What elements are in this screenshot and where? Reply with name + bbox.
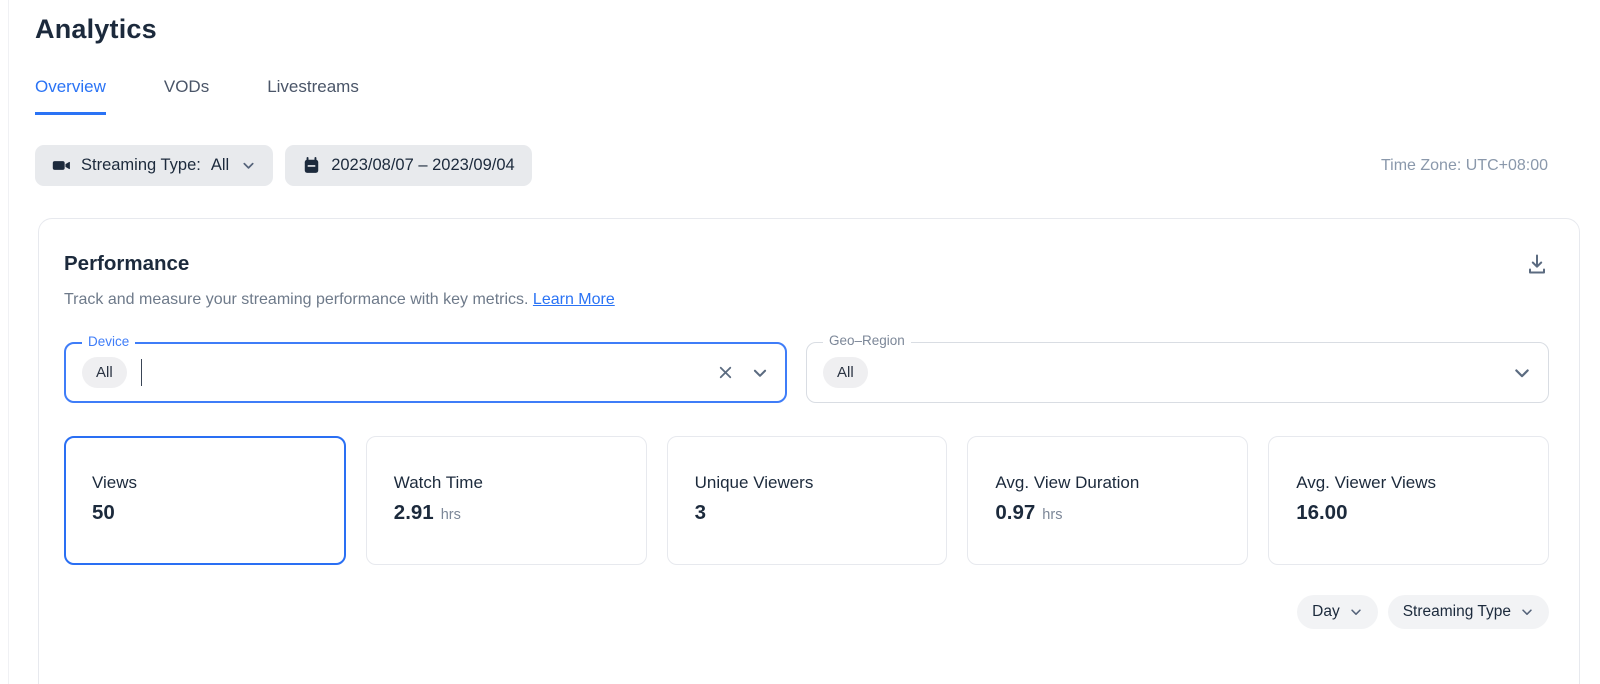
streaming-type-filter[interactable]: Streaming Type: All	[35, 145, 274, 186]
left-edge-divider	[8, 0, 9, 684]
geo-region-field-label: Geo–Region	[823, 333, 911, 348]
metric-card-views[interactable]: Views 50	[64, 436, 346, 565]
performance-subtitle-text: Track and measure your streaming perform…	[64, 291, 529, 308]
chart-controls: Day Streaming Type	[64, 595, 1549, 629]
time-zone-label: Time Zone: UTC+08:00	[1380, 156, 1548, 174]
chevron-down-icon	[241, 158, 256, 173]
tab-livestreams[interactable]: Livestreams	[267, 77, 359, 96]
chevron-down-icon[interactable]	[1512, 363, 1532, 383]
download-button[interactable]	[1525, 252, 1549, 279]
metric-value: 2.91	[393, 501, 434, 524]
calendar-icon	[302, 156, 321, 175]
page-title: Analytics	[35, 14, 157, 44]
streaming-type-dropdown-label: Streaming Type	[1402, 603, 1511, 620]
streaming-type-label: Streaming Type:	[81, 156, 201, 174]
geo-region-selected-tag[interactable]: All	[823, 357, 868, 388]
metric-value: 50	[92, 501, 115, 524]
device-filter-field[interactable]: Device All	[64, 334, 787, 403]
metric-value: 0.97	[995, 501, 1036, 524]
metric-card-avg-viewer-views[interactable]: Avg. Viewer Views 16.00	[1268, 436, 1549, 565]
chevron-down-icon	[1520, 605, 1534, 619]
metric-card-watch-time[interactable]: Watch Time 2.91 hrs	[365, 436, 647, 565]
granularity-dropdown-label: Day	[1312, 603, 1340, 620]
geo-region-filter-field[interactable]: Geo–Region All	[806, 333, 1549, 403]
metric-card-unique-viewers[interactable]: Unique Viewers 3	[666, 436, 948, 565]
metric-cards: Views 50 Watch Time 2.91 hrs Unique View…	[64, 436, 1549, 565]
chevron-down-icon[interactable]	[751, 364, 769, 382]
device-selected-tag[interactable]: All	[82, 357, 127, 388]
performance-card-header: Performance	[64, 252, 1549, 279]
metric-card-avg-view-duration[interactable]: Avg. View Duration 0.97 hrs	[967, 436, 1249, 565]
metric-value: 3	[694, 501, 706, 524]
date-range-value: 2023/08/07 – 2023/09/04	[331, 156, 515, 174]
chevron-down-icon	[1349, 605, 1363, 619]
learn-more-link[interactable]: Learn More	[532, 291, 615, 308]
video-camera-icon	[52, 156, 71, 175]
streaming-type-value: All	[210, 156, 230, 174]
metric-unit: hrs	[440, 507, 461, 523]
metric-unit: hrs	[1042, 507, 1063, 523]
performance-title: Performance	[64, 252, 190, 275]
performance-subtitle: Track and measure your streaming perform…	[64, 291, 1549, 309]
streaming-type-dropdown[interactable]: Streaming Type	[1387, 595, 1549, 629]
dimension-filters: Device All Geo–Region All	[64, 333, 1549, 403]
metric-label: Avg. View Duration	[995, 473, 1140, 492]
tab-vods[interactable]: VODs	[163, 77, 210, 96]
clear-icon[interactable]	[717, 364, 734, 381]
performance-card: Performance Track and measure your strea…	[38, 218, 1580, 684]
metric-value: 16.00	[1296, 501, 1348, 524]
device-field-label: Device	[82, 334, 136, 349]
metric-label: Watch Time	[393, 473, 483, 492]
date-range-filter[interactable]: 2023/08/07 – 2023/09/04	[285, 145, 532, 186]
download-icon	[1525, 252, 1549, 279]
granularity-dropdown[interactable]: Day	[1297, 595, 1378, 629]
filter-row: Streaming Type: All 2023/08/07 – 2023/09…	[35, 145, 1580, 186]
metric-label: Avg. Viewer Views	[1296, 473, 1437, 492]
metric-label: Views	[92, 473, 138, 492]
tab-overview[interactable]: Overview	[35, 77, 106, 115]
metric-label: Unique Viewers	[694, 473, 814, 492]
text-caret	[140, 359, 143, 386]
tab-bar: Overview VODs Livestreams	[35, 77, 1580, 115]
